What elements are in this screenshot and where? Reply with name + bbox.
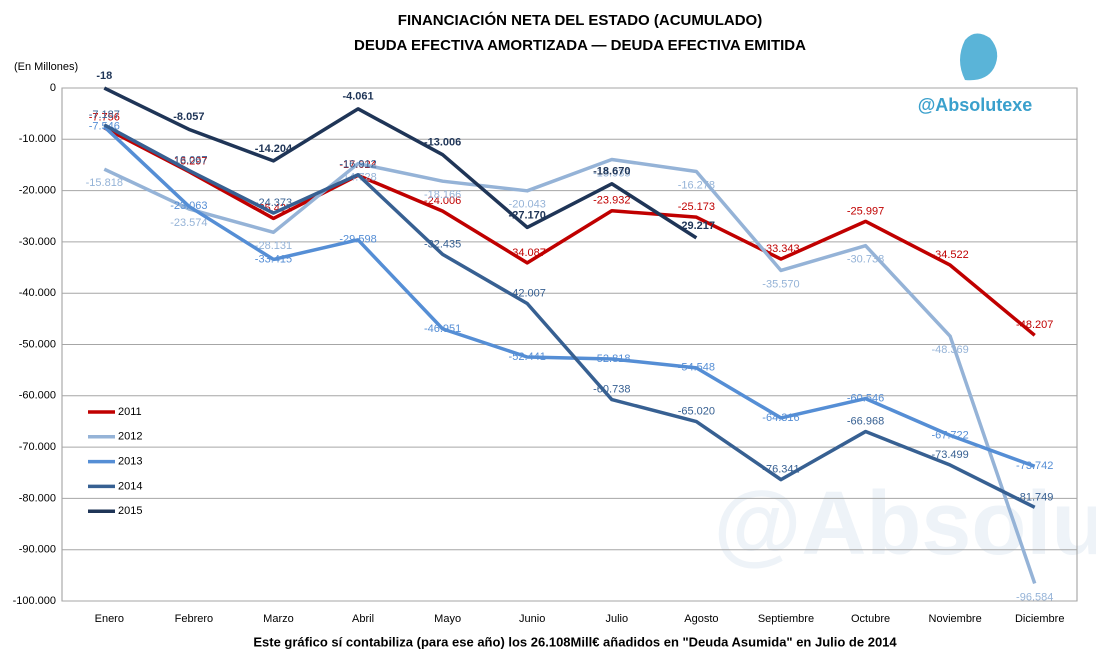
y-tick-label: -20.000 <box>19 185 56 197</box>
data-label: -52.818 <box>593 353 630 365</box>
data-label: -16.278 <box>678 179 715 191</box>
series-line <box>103 126 1036 337</box>
x-tick-label: Diciembre <box>1015 613 1065 625</box>
data-label: -60.738 <box>593 383 630 395</box>
data-label: -20.043 <box>509 199 546 211</box>
data-label: -16.912 <box>339 159 376 171</box>
data-label: -18 <box>96 70 112 82</box>
x-tick-label: Enero <box>95 613 124 625</box>
data-label: -48.369 <box>931 344 968 356</box>
data-label: -81.749 <box>1016 491 1053 503</box>
y-tick-label: -60.000 <box>19 390 56 402</box>
chart-subtitle: DEUDA EFECTIVA AMORTIZADA — DEUDA EFECTI… <box>354 37 806 54</box>
data-label: -65.020 <box>678 405 715 417</box>
data-label: -23.063 <box>170 200 207 212</box>
legend-label: 2013 <box>118 456 142 468</box>
data-label: -27.170 <box>509 209 546 221</box>
legend-label: 2014 <box>118 480 142 492</box>
x-tick-label: Febrero <box>175 613 214 625</box>
data-label: -48.207 <box>1016 319 1053 331</box>
data-label: -23.574 <box>170 217 207 229</box>
data-label: -30.738 <box>847 254 884 266</box>
x-tick-label: Marzo <box>263 613 294 625</box>
data-label: -34.087 <box>509 247 546 259</box>
x-tick-label: Mayo <box>434 613 461 625</box>
data-label: -25.173 <box>678 201 715 213</box>
data-label: -13.006 <box>424 137 461 149</box>
x-tick-label: Agosto <box>684 613 718 625</box>
watermark: @Absolutexe <box>714 474 1096 574</box>
y-tick-label: 0 <box>50 82 56 94</box>
data-label: -66.968 <box>847 415 884 427</box>
data-label: -24.006 <box>424 195 461 207</box>
legend-label: 2015 <box>118 505 142 517</box>
data-label: -33.343 <box>762 243 799 255</box>
data-label: -8.057 <box>173 111 204 123</box>
x-tick-label: Octubre <box>851 613 890 625</box>
data-label: -60.546 <box>847 393 884 405</box>
data-label: -29.217 <box>678 220 715 232</box>
data-label: -25.997 <box>847 205 884 217</box>
data-label: -42.007 <box>509 287 546 299</box>
data-label: -28.131 <box>255 240 292 252</box>
data-label: -29.598 <box>339 234 376 246</box>
data-label: -4.061 <box>342 91 373 103</box>
data-label: -64.316 <box>762 412 799 424</box>
y-tick-label: -100.000 <box>13 595 56 607</box>
x-tick-label: Julio <box>605 613 628 625</box>
data-label: -7.756 <box>89 112 120 124</box>
y-tick-label: -40.000 <box>19 287 56 299</box>
data-label: -18.166 <box>424 189 461 201</box>
series-line <box>103 123 1036 509</box>
x-tick-label: Junio <box>519 613 545 625</box>
data-label: -15.818 <box>86 177 123 189</box>
data-label: -73.499 <box>931 449 968 461</box>
y-tick-label: -10.000 <box>19 133 56 145</box>
data-label: -52.441 <box>509 351 546 363</box>
data-label: -14.204 <box>255 143 293 155</box>
data-label: -54.548 <box>678 362 715 374</box>
logo <box>960 33 998 81</box>
data-label: -33.415 <box>255 253 292 265</box>
data-label: -13.935 <box>593 167 630 179</box>
data-label: -34.522 <box>931 249 968 261</box>
y-tick-label: -70.000 <box>19 441 56 453</box>
series-line <box>103 86 698 240</box>
legend-label: 2012 <box>118 431 142 443</box>
data-label: -46.951 <box>424 323 461 335</box>
chart-title: FINANCIACIÓN NETA DEL ESTADO (ACUMULADO) <box>398 11 762 29</box>
data-label: -35.570 <box>762 278 799 290</box>
footnote: Este gráfico sí contabiliza (para ese añ… <box>253 634 897 649</box>
logo-icon <box>960 33 998 81</box>
y-tick-label: -30.000 <box>19 236 56 248</box>
data-label: -18.670 <box>593 166 630 178</box>
data-label: -32.435 <box>424 238 461 250</box>
y-tick-label: -80.000 <box>19 492 56 504</box>
data-label: -76.341 <box>762 464 799 476</box>
brand-label: @Absolutexe <box>918 95 1033 115</box>
data-label: -23.932 <box>593 195 630 207</box>
legend-label: 2011 <box>118 406 142 418</box>
y-axis-label: (En Millones) <box>14 61 78 73</box>
data-label: -7.187 <box>89 109 120 121</box>
y-tick-label: -50.000 <box>19 338 56 350</box>
x-tick-label: Septiembre <box>758 613 814 625</box>
data-label: -25.421 <box>255 202 292 214</box>
data-label: -24.373 <box>255 197 292 209</box>
data-label: -16.067 <box>170 154 207 166</box>
data-label: -96.584 <box>1016 591 1053 603</box>
series-line <box>103 125 1036 468</box>
x-tick-label: Noviembre <box>929 613 982 625</box>
x-tick-label: Abril <box>352 613 374 625</box>
data-label: -73.742 <box>1016 460 1053 472</box>
y-tick-label: -90.000 <box>19 544 56 556</box>
data-label: -67.722 <box>931 429 968 441</box>
series-line <box>103 157 1037 585</box>
